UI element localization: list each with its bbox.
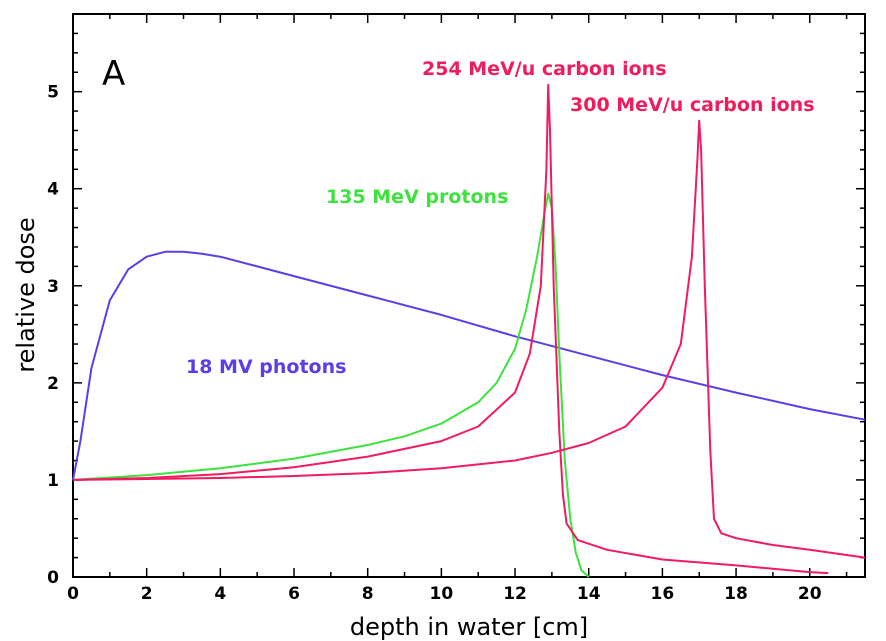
plot-frame [72, 13, 866, 578]
annotation-300-carbon: 300 MeV/u carbon ions [570, 94, 815, 116]
annotation-254-carbon: 254 MeV/u carbon ions [422, 58, 667, 80]
annotation-18mv-photons: 18 MV photons [186, 356, 346, 378]
x-tick-label: 20 [798, 584, 822, 604]
y-tick-label: 5 [47, 83, 59, 103]
y-tick-label: 0 [47, 568, 59, 588]
x-tick-label: 2 [141, 584, 153, 604]
y-tick-label: 3 [47, 277, 59, 297]
x-tick-label: 18 [724, 584, 748, 604]
y-tick-label: 4 [47, 180, 59, 200]
curve-carbon-300mev [72, 119, 866, 559]
x-tick-label: 16 [651, 584, 675, 604]
curve-protons-135mev [72, 192, 590, 578]
x-tick-label: 6 [288, 584, 300, 604]
y-tick-label: 1 [47, 471, 59, 491]
x-tick-label: 12 [503, 584, 527, 604]
x-tick-label: 14 [577, 584, 601, 604]
panel-label: A [102, 54, 125, 94]
annotation-135-protons: 135 MeV protons [326, 186, 508, 208]
x-tick-label: 4 [214, 584, 226, 604]
curve-carbon-254mev [72, 83, 829, 575]
x-tick-label: 0 [67, 584, 79, 604]
curve-photons-18mv [72, 250, 866, 481]
y-tick-label: 2 [47, 374, 59, 394]
x-axis-label: depth in water [cm] [350, 613, 588, 641]
y-axis-label: relative dose [12, 217, 40, 372]
x-tick-label: 10 [430, 584, 454, 604]
x-tick-label: 8 [362, 584, 374, 604]
curves [72, 83, 866, 578]
